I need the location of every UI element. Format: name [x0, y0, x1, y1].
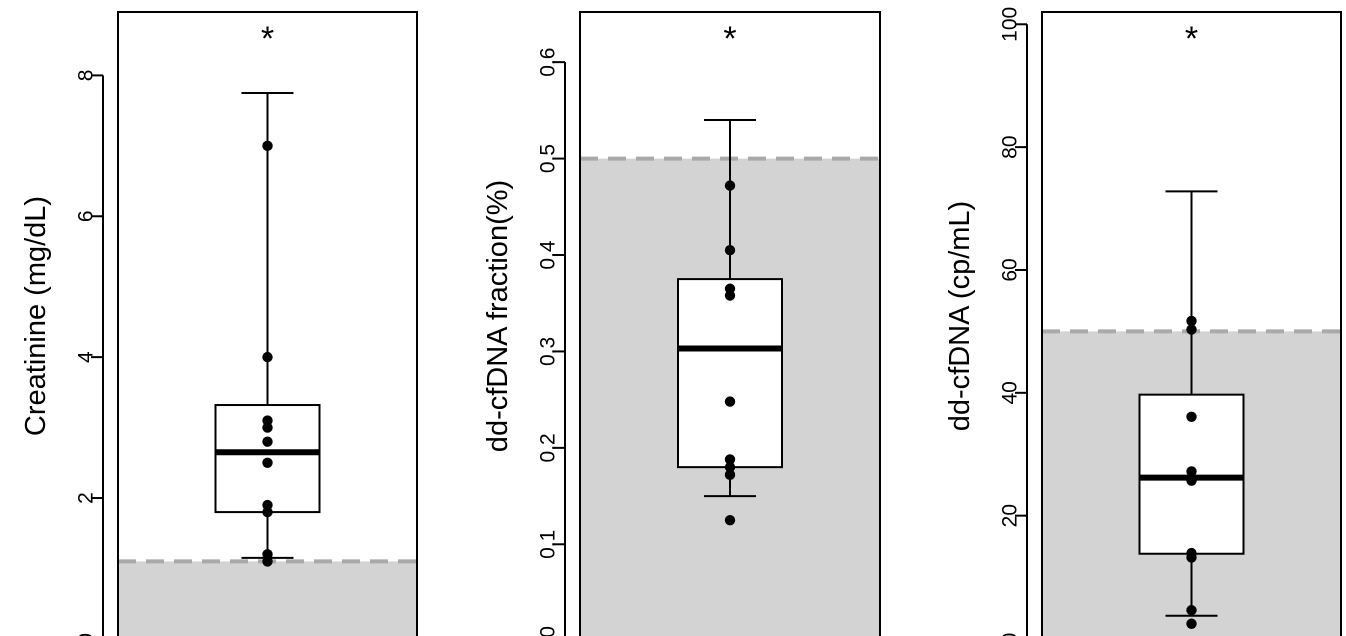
- significance-marker: *: [261, 20, 274, 58]
- significance-marker: *: [723, 20, 736, 58]
- data-point: [724, 180, 736, 191]
- shaded-region: [118, 561, 417, 636]
- y-tick-label: 100: [999, 7, 1022, 42]
- data-point: [1186, 552, 1197, 563]
- data-point: [1186, 475, 1197, 486]
- data-point: [262, 506, 273, 518]
- plot-frame: [579, 11, 881, 636]
- data-point: [1186, 324, 1197, 335]
- y-tick-label: 0.2: [537, 433, 560, 462]
- data-point: [1186, 605, 1197, 616]
- data-point: [262, 140, 273, 152]
- data-point: [724, 461, 736, 473]
- chart-panel-3: * 0 20 40 60 80 100 dd-cfDNA (cp/mL): [944, 7, 1342, 636]
- y-tick-label: 60: [999, 258, 1022, 281]
- iqr-box: [677, 278, 783, 469]
- significance-marker: *: [1185, 20, 1198, 58]
- data-point: [724, 514, 736, 526]
- plot-frame: [117, 11, 418, 636]
- y-tick-label: 0.5: [537, 144, 560, 173]
- chart-panel-1: * 0 2 4 6 8 Creatinine (mg/dL): [20, 11, 418, 636]
- data-point: [724, 469, 736, 481]
- y-tick-label: 0.4: [537, 240, 560, 270]
- y-axis-title: dd-cfDNA (cp/mL): [944, 201, 976, 431]
- y-tick-label: 0.1: [537, 530, 560, 559]
- y-tick-label: 0.0: [537, 626, 560, 636]
- y-tick-label: 0: [999, 633, 1022, 636]
- data-point: [724, 244, 736, 256]
- y-tick-label: 0.3: [537, 337, 560, 366]
- data-point: [724, 454, 736, 465]
- data-point: [1186, 315, 1197, 327]
- y-axis-title: Creatinine (mg/dL): [20, 196, 52, 436]
- y-tick-label: 40: [999, 381, 1022, 404]
- y-tick-label: 80: [999, 135, 1022, 158]
- data-point: [262, 436, 273, 447]
- y-tick-label: 6: [75, 210, 98, 222]
- y-tick-label: 0.6: [537, 48, 560, 77]
- data-point: [724, 290, 736, 301]
- data-point: [262, 556, 273, 567]
- y-tick-label: 20: [999, 504, 1022, 527]
- y-tick-label: 4: [75, 351, 98, 363]
- data-point: [262, 351, 273, 363]
- y-tick-label: 8: [75, 70, 98, 82]
- y-tick-label: 0: [75, 633, 98, 636]
- chart-panel-2: * 0.0 0.1 0.2 0.3 0.4 0.5 0.6 dd-cfDNA fraction(…: [482, 11, 881, 636]
- data-point: [262, 457, 273, 468]
- data-point: [724, 396, 736, 407]
- data-point: [1186, 618, 1197, 629]
- data-point: [1186, 411, 1197, 422]
- y-axis-title: dd-cfDNA fraction(%): [482, 180, 514, 452]
- y-tick-label: 2: [75, 492, 98, 504]
- plot-frame: [1041, 11, 1342, 636]
- data-point: [262, 422, 273, 433]
